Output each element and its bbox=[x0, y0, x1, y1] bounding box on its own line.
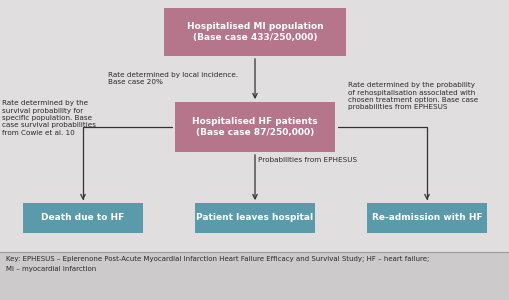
Text: MI – myocardial infarction: MI – myocardial infarction bbox=[6, 266, 96, 272]
Text: Death due to HF: Death due to HF bbox=[41, 214, 124, 223]
Text: Rate determined by local incidence.
Base case 20%: Rate determined by local incidence. Base… bbox=[108, 72, 238, 86]
Text: Probabilities from EPHESUS: Probabilities from EPHESUS bbox=[258, 157, 356, 163]
Text: Rate determined by the
survival probability for
specific population. Base
case s: Rate determined by the survival probabil… bbox=[2, 100, 96, 136]
Text: Hospitalised MI population
(Base case 433/250,000): Hospitalised MI population (Base case 43… bbox=[186, 22, 323, 42]
Bar bbox=[0, 252, 509, 300]
Bar bbox=[175, 102, 334, 152]
Text: Re-admission with HF: Re-admission with HF bbox=[371, 214, 482, 223]
Text: Patient leaves hospital: Patient leaves hospital bbox=[196, 214, 313, 223]
Bar bbox=[23, 203, 143, 233]
Text: Key: EPHESUS – Eplerenone Post-Acute Myocardial Infarction Heart Failure Efficac: Key: EPHESUS – Eplerenone Post-Acute Myo… bbox=[6, 256, 429, 262]
Bar bbox=[194, 203, 315, 233]
Text: Rate determined by the probability
of rehospitalisation associated with
chosen t: Rate determined by the probability of re… bbox=[347, 82, 477, 110]
Bar bbox=[164, 8, 345, 56]
Text: Hospitalised HF patients
(Base case 87/250,000): Hospitalised HF patients (Base case 87/2… bbox=[192, 117, 317, 137]
Bar bbox=[366, 203, 486, 233]
